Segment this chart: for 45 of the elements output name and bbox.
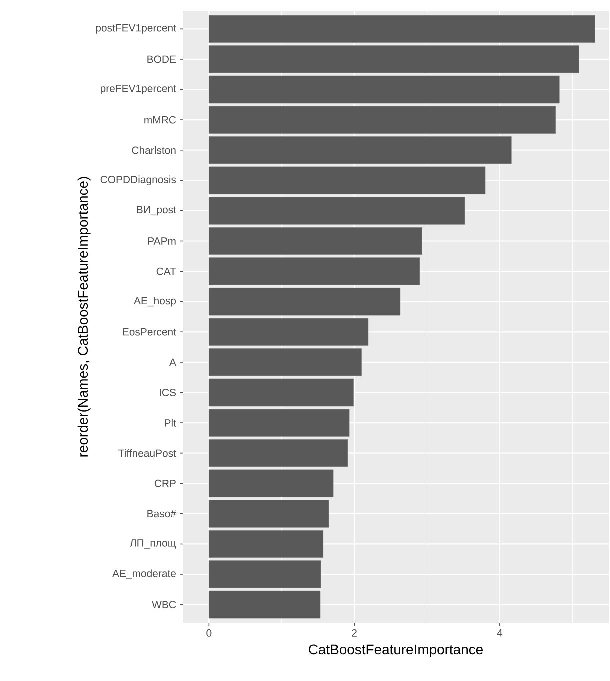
y-tick-label: ЛП_площ bbox=[130, 540, 176, 549]
bar bbox=[209, 560, 322, 588]
bar bbox=[209, 318, 369, 346]
y-tick-label: COPDDiagnosis bbox=[101, 176, 176, 186]
bar bbox=[209, 348, 362, 376]
bar bbox=[209, 439, 348, 468]
bar bbox=[209, 470, 334, 498]
y-tick-label: mMRC bbox=[144, 116, 176, 124]
y-tick-label: AE_hosp bbox=[134, 296, 176, 307]
x-tick-label: 4 bbox=[498, 630, 503, 637]
bar bbox=[209, 500, 330, 528]
x-tick-label: 2 bbox=[352, 630, 358, 637]
bar bbox=[209, 197, 466, 225]
y-tick-label: A bbox=[170, 358, 177, 366]
y-tick-label: CRP bbox=[155, 480, 176, 488]
bar bbox=[209, 590, 321, 619]
bar bbox=[209, 46, 580, 74]
y-tick-label: ВИ_post bbox=[137, 206, 177, 216]
y-tick-label: BODE bbox=[148, 56, 176, 64]
bar bbox=[209, 15, 596, 44]
y-tick-label: preFEV1percent bbox=[101, 85, 177, 94]
y-tick-label: WBC bbox=[152, 601, 176, 609]
bar bbox=[209, 409, 350, 437]
bar bbox=[209, 76, 560, 104]
y-tick-label: postFEV1percent bbox=[96, 24, 177, 34]
x-tick-label: 0 bbox=[206, 630, 212, 637]
bar bbox=[209, 106, 556, 134]
bar bbox=[209, 378, 354, 407]
y-tick-label: EosPercent bbox=[123, 328, 177, 336]
y-tick-label: AE_moderate bbox=[112, 570, 176, 580]
bar bbox=[209, 258, 420, 286]
bar bbox=[209, 166, 486, 195]
bar bbox=[209, 136, 512, 164]
bar bbox=[209, 227, 423, 256]
bar bbox=[209, 288, 401, 316]
y-axis-title: reorder(Names, CatBoostFeatureImportance) bbox=[78, 177, 92, 457]
y-tick-label: CAT bbox=[157, 268, 176, 276]
y-tick-label: TiffneauPost bbox=[118, 449, 177, 458]
y-tick-label: Charlston bbox=[132, 146, 176, 154]
x-axis-title: CatBoostFeatureImportance bbox=[309, 644, 484, 658]
bar bbox=[209, 530, 324, 558]
y-tick-label: Plt bbox=[165, 419, 177, 427]
y-tick-label: ICS bbox=[160, 389, 176, 396]
y-tick-label: PAPm bbox=[148, 238, 176, 245]
y-tick-label: Baso# bbox=[148, 510, 177, 518]
